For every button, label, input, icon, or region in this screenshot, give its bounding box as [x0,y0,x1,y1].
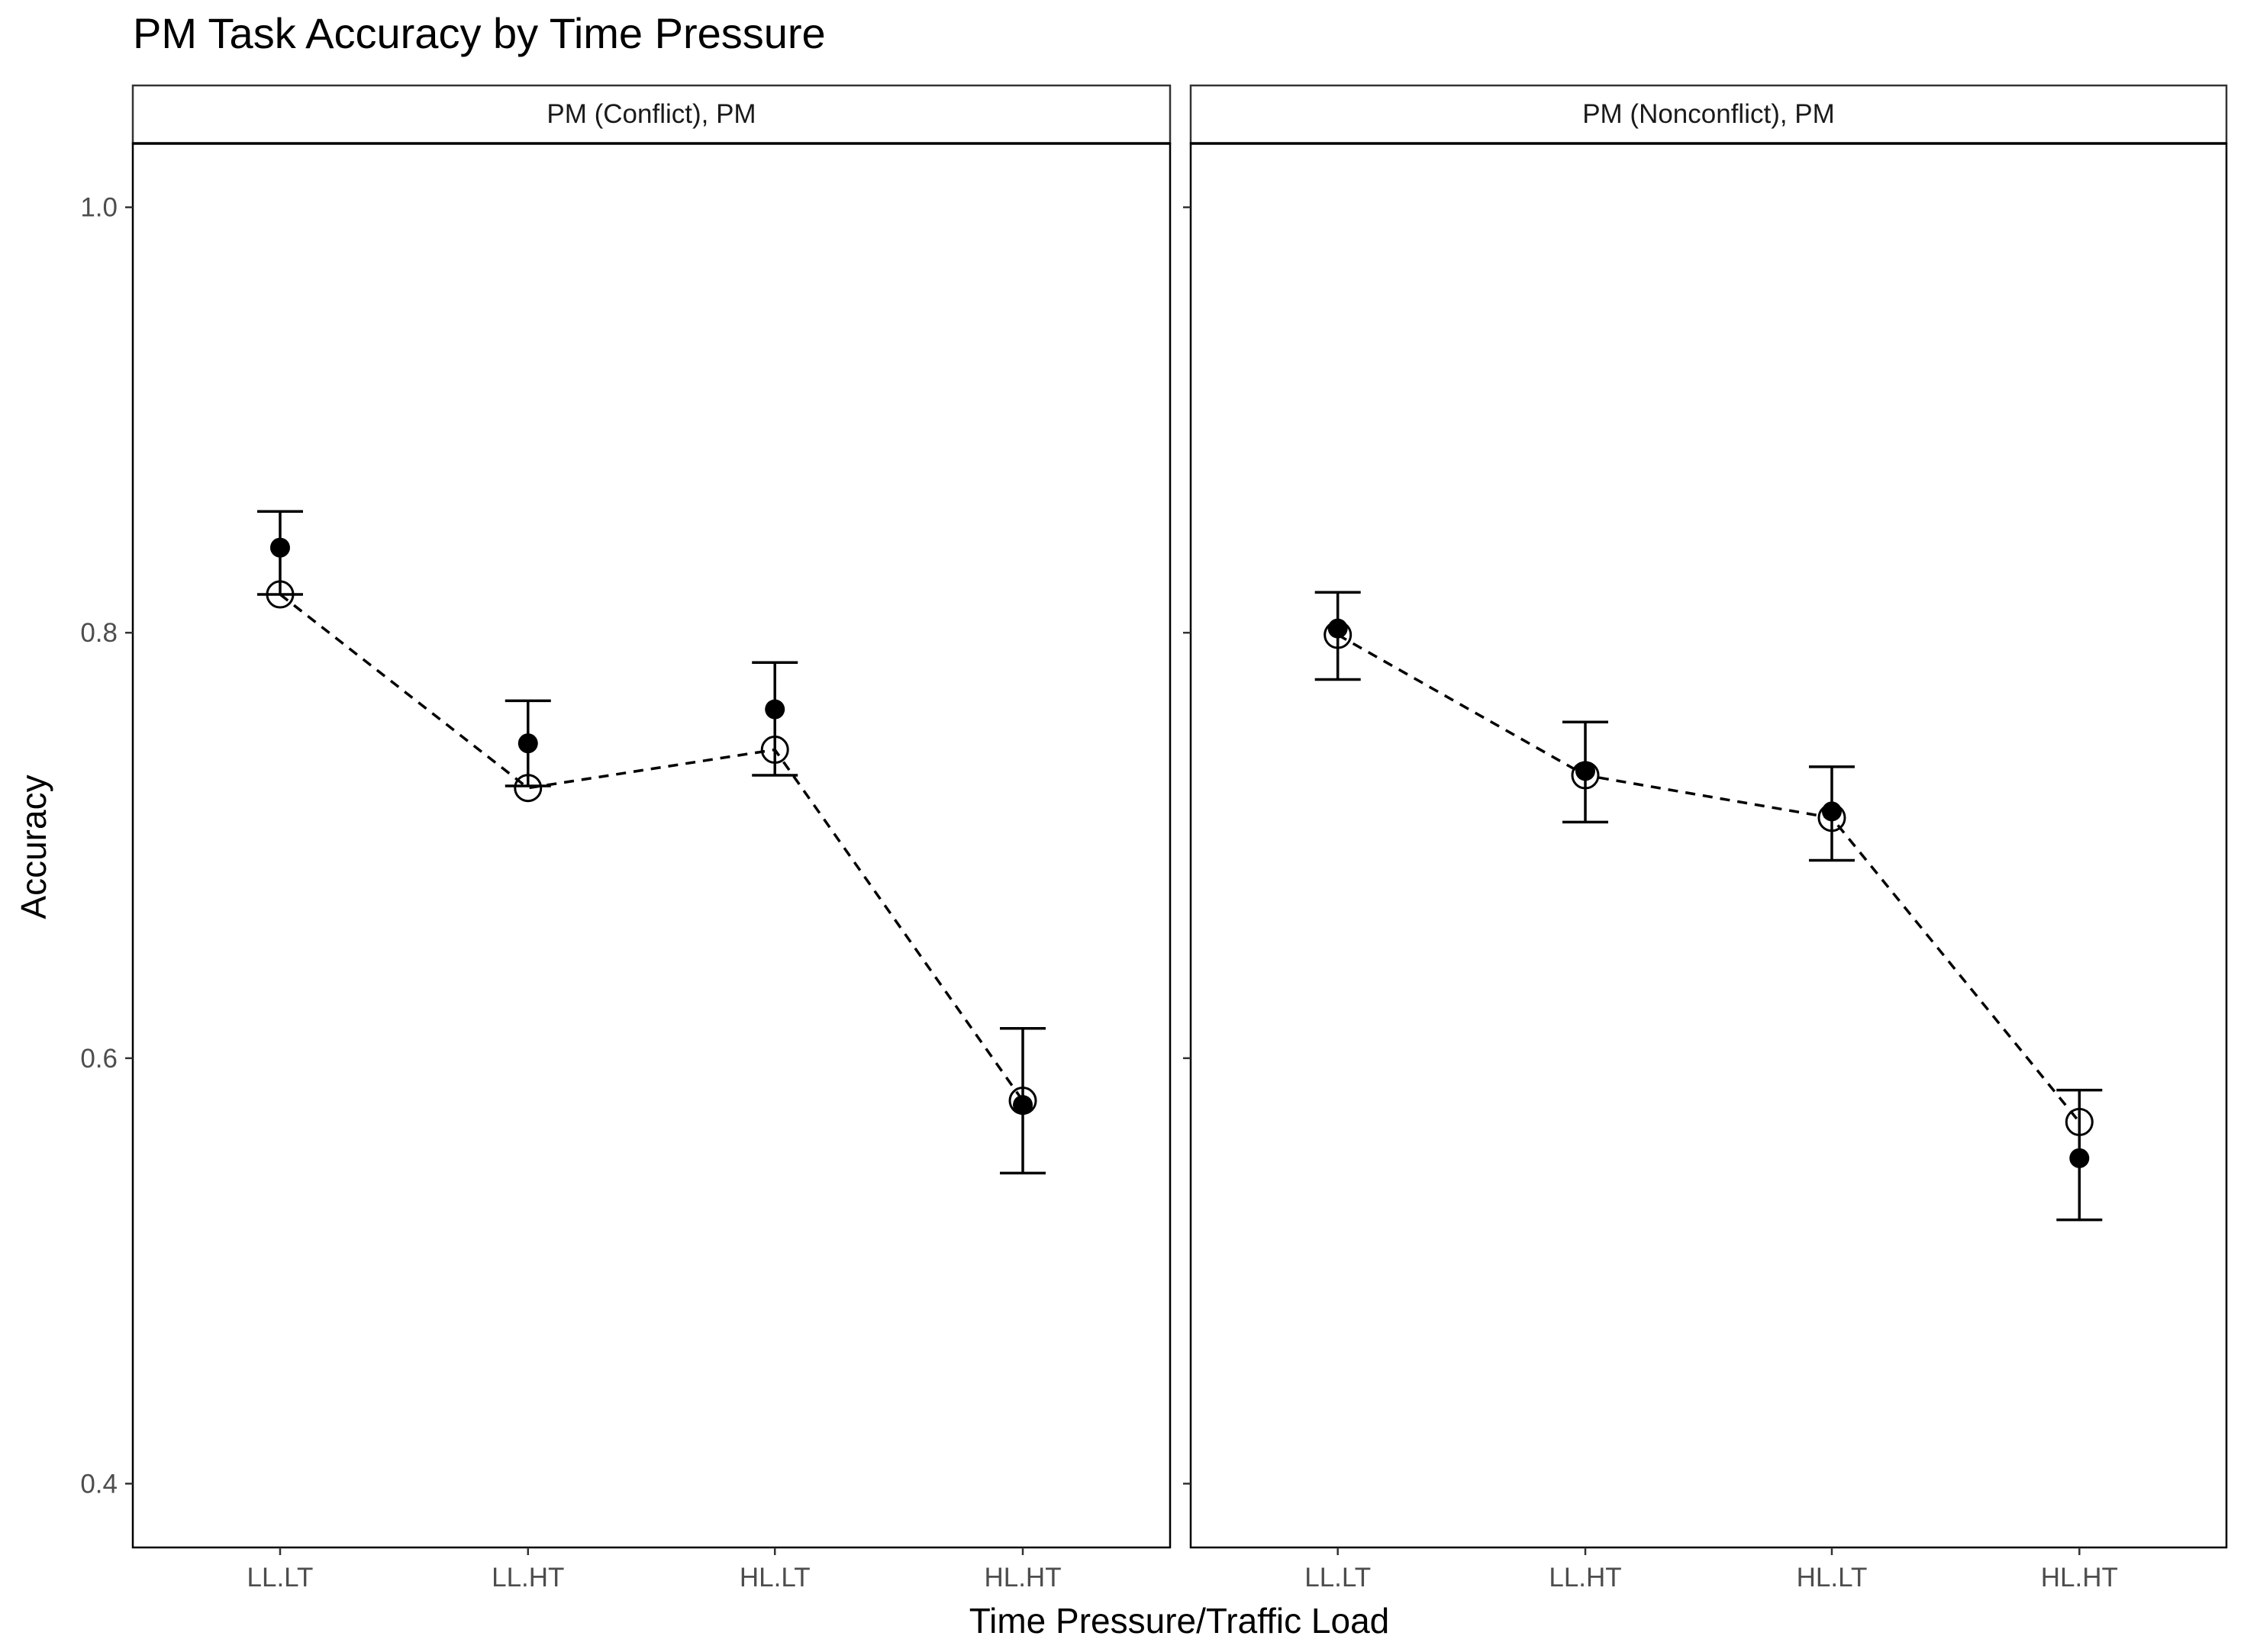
observed-point [1013,1095,1033,1116]
x-tick-label: HL.HT [984,1563,1061,1592]
panel-1: PM (Conflict), PM 0.4 0.6 0.8 1.0 LL.LT LL.HT H… [80,84,1172,1592]
predicted-line [1336,633,2081,1123]
observed-point [269,537,290,558]
strip-box [131,84,1172,145]
observed-point [2069,1148,2090,1168]
predicted-line [279,593,1024,1102]
strip-box [1189,84,2228,145]
y-tick-label: 0.4 [80,1469,118,1499]
observed-point [1327,618,1348,639]
strip-label: PM (Conflict), PM [546,99,756,129]
y-tick-label: 0.8 [80,618,118,648]
y-tick-label: 1.0 [80,193,118,223]
x-tick-label: LL.LT [1304,1563,1371,1592]
observed-point [517,733,538,754]
observed-point [765,699,785,720]
observed-point [1821,801,1842,822]
x-tick-label: LL.HT [1549,1563,1621,1592]
x-axis-title: Time Pressure/Traffic Load [969,1601,1390,1641]
x-tick-label: HL.LT [740,1563,811,1592]
x-tick-label: LL.HT [492,1563,564,1592]
y-axis-title: Accuracy [14,774,53,919]
y-tick-label: 0.6 [80,1044,118,1074]
predicted-point [760,736,789,765]
predicted-point [2065,1107,2094,1136]
panel-border [1189,142,2228,1549]
chart-title: PM Task Accuracy by Time Pressure [133,9,826,57]
panels-group: PM (Conflict), PM 0.4 0.6 0.8 1.0 LL.LT LL.HT H… [80,84,2228,1592]
x-tick-label: HL.LT [1797,1563,1868,1592]
x-tick-label: HL.HT [2041,1563,2118,1592]
panel-2: PM (Nonconflict), PM LL.LT LL.HT HL.LT HL.HT [1183,84,2228,1592]
x-tick-label: LL.LT [247,1563,314,1592]
predicted-point [514,774,543,803]
observed-point [1575,761,1596,781]
panel-border [131,142,1172,1549]
predicted-point [266,580,295,609]
strip-label: PM (Nonconflict), PM [1582,99,1835,129]
